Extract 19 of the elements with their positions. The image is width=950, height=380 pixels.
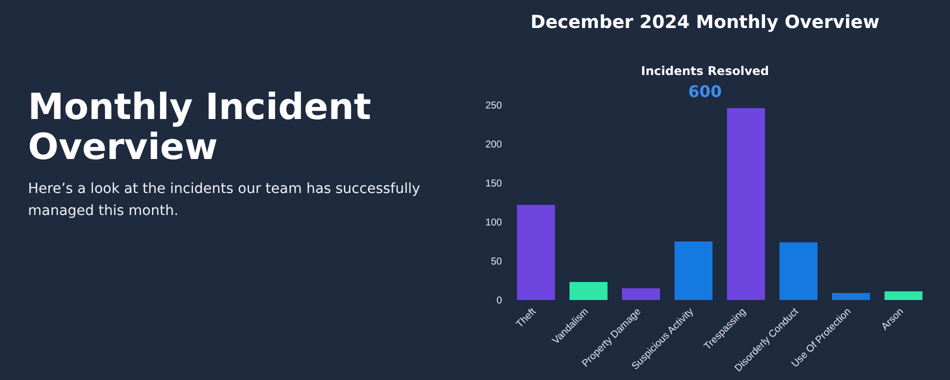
bar [780,242,818,300]
bar [884,291,922,300]
text: 600 [687,82,723,101]
y-tick-label: 100 [485,218,502,229]
bar [570,282,608,300]
y-tick-label: 250 [485,100,502,112]
bar [622,288,660,300]
y-tick-label: 50 [490,256,502,268]
bar [517,204,555,300]
text: Incidents Resolved [640,64,770,78]
text: Here’s a look at the incidents our team has successfully managed this month. [28,180,422,221]
y-tick-label: 0 [496,296,502,307]
bar [832,292,870,300]
y-tick-label: 150 [485,178,502,190]
text: December 2024 Monthly Overview [530,12,880,33]
bar [674,242,712,300]
bar [727,108,765,300]
y-tick-label: 200 [485,140,502,151]
text: Monthly Incident Overview [28,87,372,168]
